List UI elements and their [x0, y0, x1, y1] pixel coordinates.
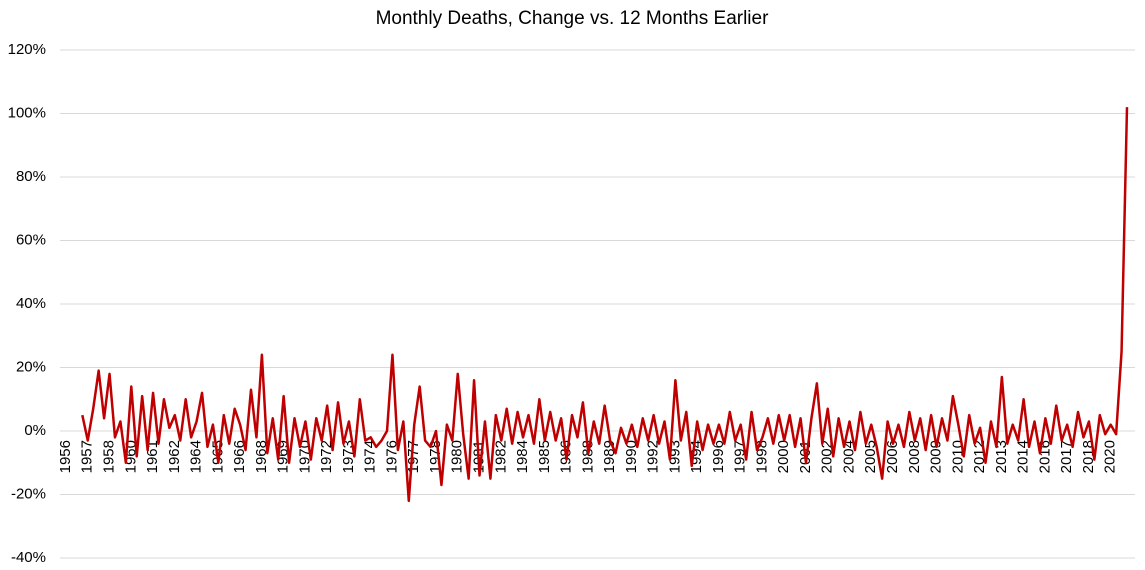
y-tick-label: 100%: [8, 104, 46, 121]
x-tick-label: 1988: [579, 440, 596, 473]
y-tick-label: 40%: [16, 295, 46, 312]
chart-title: Monthly Deaths, Change vs. 12 Months Ear…: [376, 8, 770, 29]
y-tick-label: 0%: [24, 422, 46, 439]
y-tick-label: 60%: [16, 231, 46, 248]
y-tick-label: 20%: [16, 358, 46, 375]
x-tick-label: 2020: [1102, 440, 1119, 473]
x-tick-label: 1962: [166, 440, 183, 473]
x-tick-label: 1964: [188, 440, 205, 473]
x-tick-label: 1990: [623, 440, 640, 473]
x-tick-label: 2005: [862, 440, 879, 473]
x-tick-label: 2014: [1015, 440, 1032, 473]
x-tick-label: 1996: [710, 440, 727, 473]
x-tick-label: 2000: [775, 440, 792, 473]
x-tick-label: 1957: [79, 440, 96, 473]
data-line: [81, 107, 1129, 503]
x-tick-label: 2017: [1058, 440, 1075, 473]
y-tick-label: -20%: [11, 485, 46, 502]
x-tick-label: 2004: [840, 440, 857, 473]
y-tick-label: 120%: [8, 41, 46, 58]
x-tick-label: 1968: [253, 440, 270, 473]
x-tick-label: 1972: [318, 440, 335, 473]
x-tick-label: 2009: [928, 440, 945, 473]
x-tick-label: 1984: [514, 440, 531, 473]
x-tick-label: 1974: [362, 440, 379, 473]
x-tick-label: 1989: [601, 440, 618, 473]
x-tick-label: 1977: [405, 440, 422, 473]
x-tick-label: 1992: [645, 440, 662, 473]
x-tick-label: 1958: [100, 440, 117, 473]
x-tick-label: 2006: [884, 440, 901, 473]
x-tick-label: 1956: [57, 440, 74, 473]
x-tick-label: 1966: [231, 440, 248, 473]
x-tick-label: 2008: [906, 440, 923, 473]
x-tick-label: 1985: [536, 440, 553, 473]
y-tick-label: -40%: [11, 549, 46, 566]
x-tick-label: 1980: [449, 440, 466, 473]
x-tick-label: 2013: [993, 440, 1010, 473]
x-tick-label: 1976: [383, 440, 400, 473]
x-tick-label: 1982: [492, 440, 509, 473]
y-tick-label: 80%: [16, 168, 46, 185]
